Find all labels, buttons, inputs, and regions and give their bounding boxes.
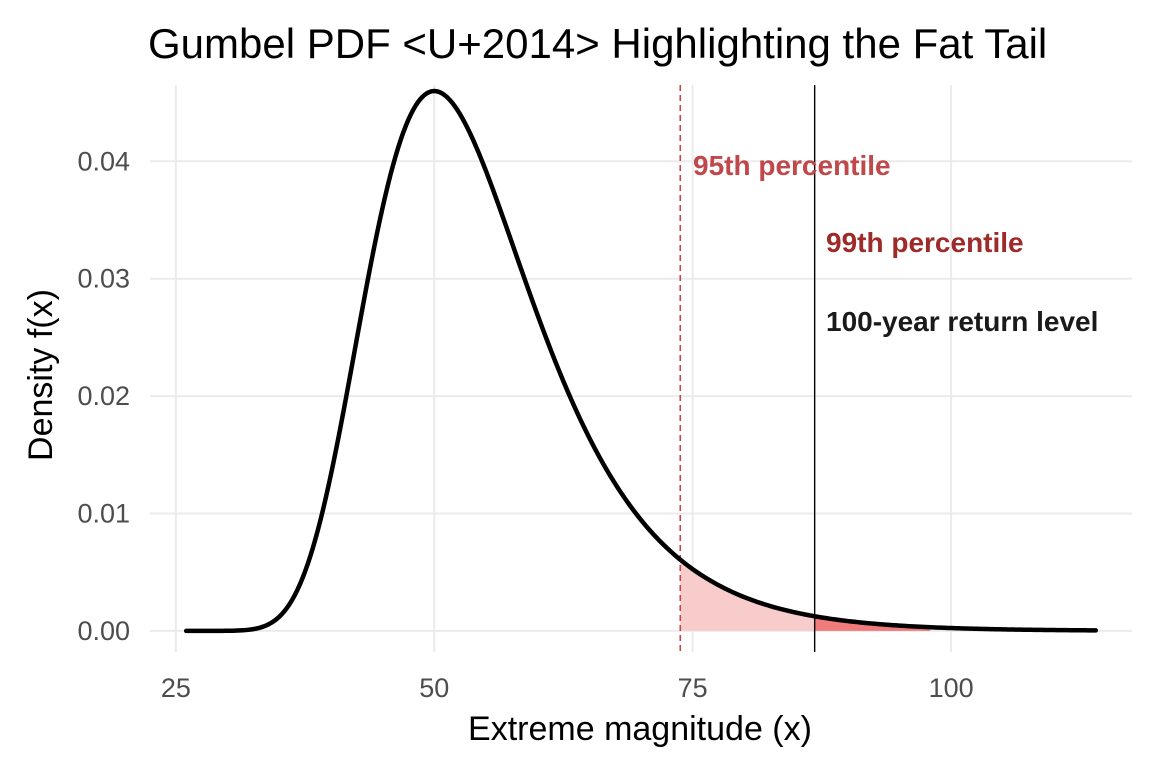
reference-label: 99th percentile — [826, 227, 1024, 258]
tick-labels: 25 50 75 100 0.00 0.01 0.02 0.03 0.04 — [77, 146, 973, 703]
x-tick-label: 75 — [678, 673, 708, 703]
x-tick-label: 50 — [419, 673, 449, 703]
grid — [150, 85, 1132, 652]
y-tick-label: 0.00 — [77, 616, 130, 646]
y-tick-label: 0.01 — [77, 498, 130, 528]
chart-title: Gumbel PDF <U+2014> Highlighting the Fat… — [148, 20, 1047, 67]
y-tick-label: 0.03 — [77, 264, 130, 294]
tail-shading — [680, 559, 931, 631]
annotations: 95th percentile 99th percentile 100-year r… — [693, 150, 1098, 337]
reference-label: 100-year return level — [826, 306, 1098, 337]
reference-label: 95th percentile — [693, 150, 891, 181]
density-curves — [183, 88, 1099, 634]
x-axis-label: Extreme magnitude (x) — [468, 710, 812, 748]
tail-area — [680, 559, 815, 631]
y-tick-label: 0.04 — [77, 146, 130, 176]
y-tick-label: 0.02 — [77, 381, 130, 411]
density-curve — [183, 88, 1099, 634]
y-axis-label: Density f(x) — [22, 289, 60, 461]
x-tick-label: 100 — [929, 673, 974, 703]
x-tick-label: 25 — [161, 673, 191, 703]
